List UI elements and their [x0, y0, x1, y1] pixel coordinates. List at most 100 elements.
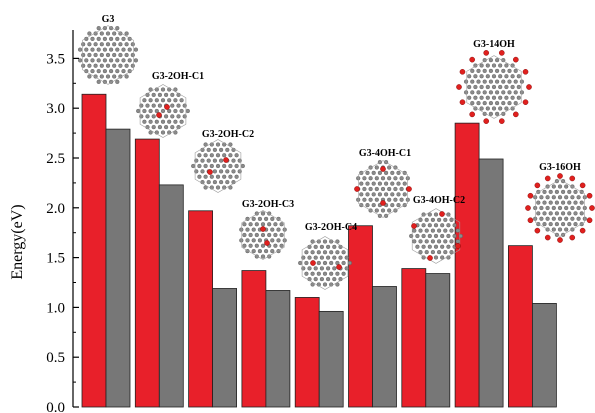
- carbon-atom: [322, 239, 328, 244]
- carbon-atom: [476, 68, 481, 73]
- carbon-atom: [402, 181, 407, 186]
- carbon-atom: [464, 79, 469, 84]
- carbon-atom: [279, 232, 284, 238]
- carbon-atom: [260, 254, 266, 259]
- carbon-atom: [368, 186, 373, 192]
- lattice-outline: [82, 25, 134, 85]
- carbon-atom: [240, 163, 245, 169]
- carbon-atom: [424, 239, 429, 244]
- carbon-atom: [548, 189, 553, 194]
- carbon-atom: [298, 260, 303, 266]
- carbon-atom: [365, 181, 370, 186]
- carbon-atom: [234, 174, 239, 179]
- structure-g3-2oh-c3: [239, 210, 287, 260]
- carbon-atom: [179, 119, 184, 124]
- carbon-atom: [335, 271, 340, 276]
- carbon-atom: [222, 174, 227, 179]
- carbon-atom: [384, 170, 389, 175]
- carbon-atom: [513, 68, 518, 73]
- carbon-atom: [539, 195, 544, 200]
- carbon-atom: [176, 103, 181, 108]
- oxygen-atom: [336, 264, 342, 270]
- carbon-atom: [316, 250, 321, 255]
- carbon-atom: [470, 101, 475, 106]
- carbon-atom: [384, 192, 389, 197]
- carbon-atom: [222, 163, 227, 169]
- carbon-atom: [176, 114, 181, 119]
- carbon-atom: [90, 36, 95, 41]
- carbon-atom: [452, 233, 457, 239]
- oxygen-atom: [586, 192, 593, 199]
- carbon-atom: [173, 98, 178, 103]
- carbon-atom: [507, 90, 512, 95]
- carbon-atom: [329, 250, 334, 255]
- carbon-atom: [251, 227, 256, 232]
- carbon-atom: [170, 103, 175, 108]
- carbon-atom: [548, 222, 553, 227]
- carbon-atom: [96, 79, 101, 84]
- carbon-atom: [105, 63, 111, 68]
- carbon-atom: [519, 90, 524, 95]
- carbon-atom: [498, 106, 503, 111]
- carbon-atom: [81, 52, 86, 58]
- carbon-atom: [228, 163, 233, 169]
- lattice-outline: [535, 179, 585, 237]
- carbon-atom: [133, 47, 138, 52]
- carbon-atom: [485, 84, 490, 90]
- carbon-atom: [488, 111, 493, 116]
- carbon-atom: [242, 232, 247, 238]
- carbon-atom: [564, 184, 569, 189]
- carbon-atom: [488, 101, 493, 106]
- oxygen-atom: [579, 227, 586, 234]
- carbon-atom: [96, 36, 101, 41]
- carbon-atom: [570, 216, 575, 221]
- structure-g3-4oh-c1: [354, 160, 412, 218]
- carbon-atom: [564, 227, 569, 232]
- carbon-atom: [212, 147, 217, 152]
- carbon-atom: [332, 277, 337, 282]
- carbon-atom: [501, 101, 506, 106]
- carbon-atom: [551, 184, 556, 189]
- carbon-atom: [427, 223, 432, 228]
- carbon-atom: [219, 147, 224, 152]
- carbon-atom: [470, 79, 475, 84]
- oxygen-atom: [534, 182, 541, 189]
- carbon-atom: [567, 200, 572, 205]
- bar-g3-2oh-c1-s2: [158, 184, 184, 408]
- carbon-atom: [332, 244, 337, 249]
- carbon-atom: [99, 42, 104, 47]
- carbon-atom: [160, 87, 166, 92]
- oxygen-atom: [223, 157, 229, 163]
- carbon-atom: [121, 47, 126, 52]
- carbon-atom: [427, 244, 432, 249]
- carbon-atom: [399, 176, 404, 181]
- carbon-atom: [245, 238, 250, 243]
- carbon-atom: [433, 244, 439, 249]
- carbon-atom: [257, 238, 262, 243]
- carbon-atom: [576, 195, 581, 200]
- carbon-atom: [313, 255, 318, 260]
- bar-g3-4oh-c1-s1: [348, 225, 373, 408]
- carbon-atom: [485, 74, 490, 79]
- carbon-atom: [282, 238, 287, 243]
- carbon-atom: [179, 108, 184, 114]
- carbon-atom: [564, 216, 569, 221]
- carbon-atom: [473, 74, 478, 79]
- carbon-atom: [488, 58, 493, 63]
- carbon-atom: [102, 69, 107, 74]
- oxygen-atom: [164, 104, 170, 110]
- carbon-atom: [254, 222, 259, 227]
- structure-g3-4oh-c2: [409, 208, 463, 264]
- carbon-atom: [421, 244, 426, 249]
- carbon-atom: [446, 244, 451, 249]
- carbon-atom: [576, 205, 581, 211]
- carbon-atom: [316, 271, 321, 276]
- oxygen-atom: [579, 182, 586, 189]
- carbon-atom: [133, 58, 138, 63]
- carbon-atom: [151, 125, 156, 130]
- carbon-atom: [371, 170, 376, 175]
- carbon-atom: [319, 244, 324, 249]
- structure-label: G3-4OH-C2: [413, 195, 465, 206]
- carbon-atom: [105, 52, 111, 58]
- lattice-outline: [466, 55, 522, 119]
